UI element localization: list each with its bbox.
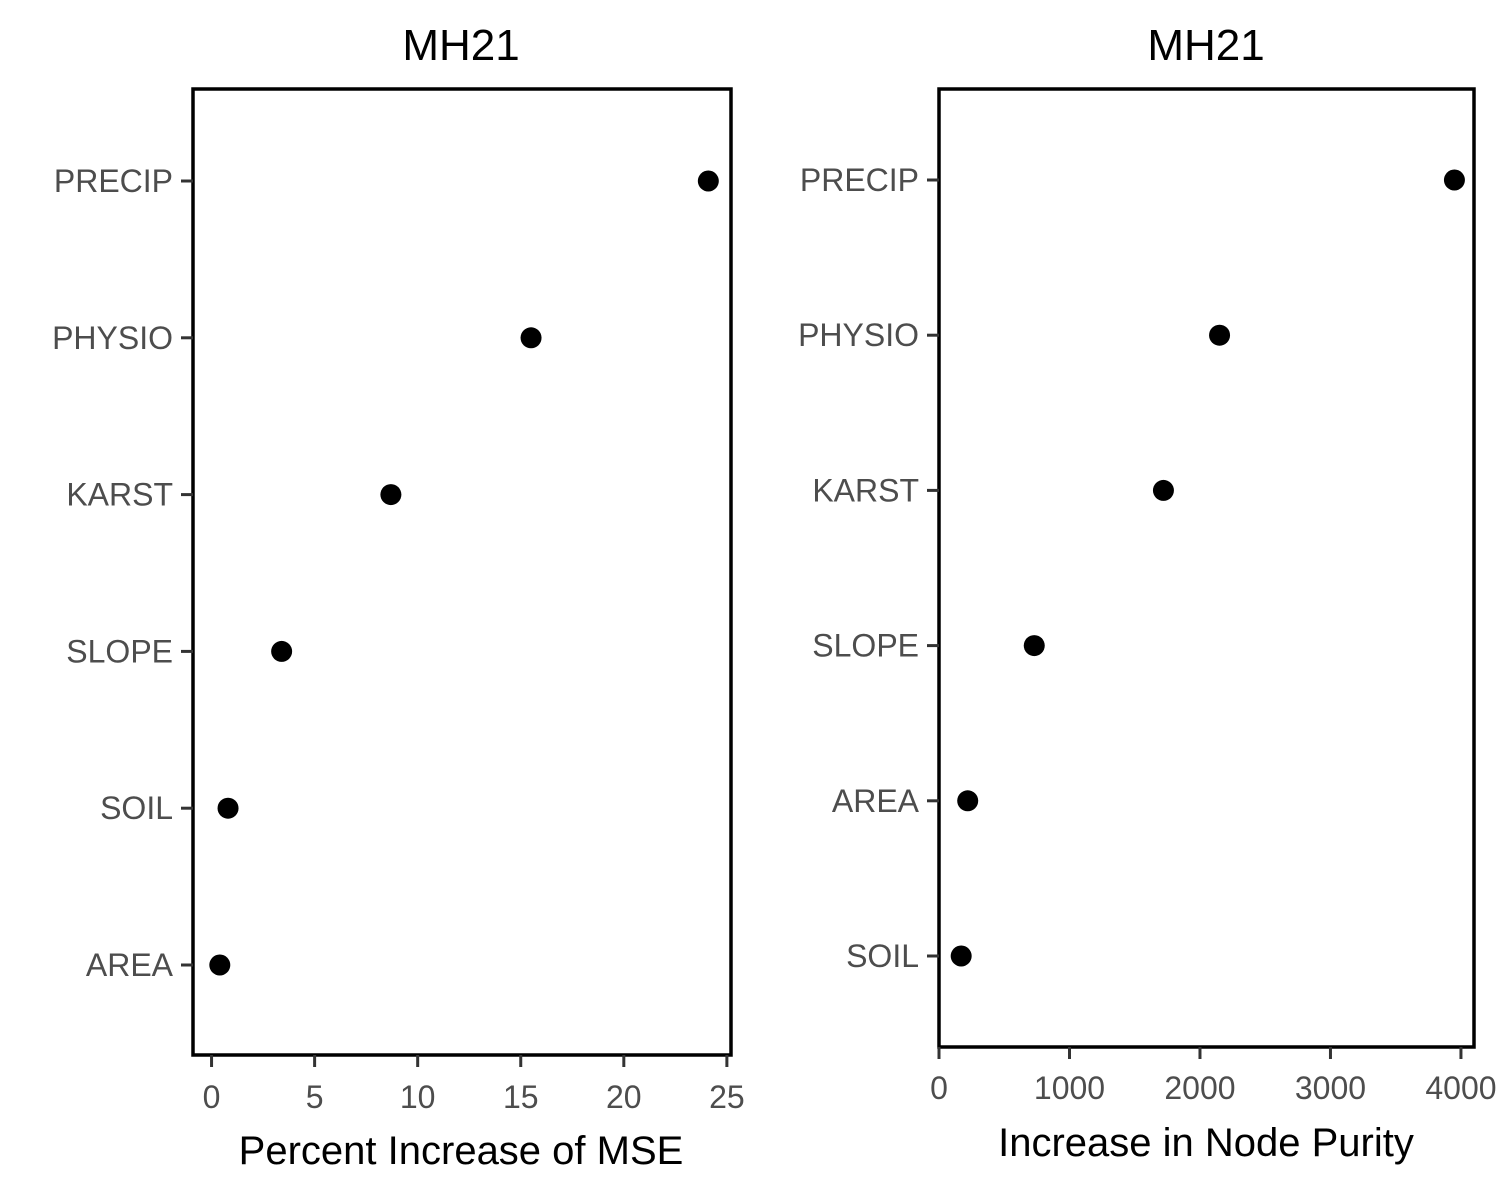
x-tick-label: 10 [400, 1079, 436, 1115]
y-tick-label: SLOPE [66, 633, 173, 669]
data-point [957, 790, 979, 812]
y-tick-label: PRECIP [54, 163, 173, 199]
x-axis: 0 1000 2000 3000 4000 [930, 1047, 1497, 1106]
data-point [1023, 635, 1045, 657]
data-point [1209, 324, 1231, 346]
points [950, 169, 1465, 967]
y-tick-label: SOIL [846, 938, 919, 974]
x-tick-label: 0 [203, 1079, 221, 1115]
panel-border [937, 87, 1476, 1049]
chart-panel-node-purity: MH21 SOIL AREA SLOPE KARST PHYSIO PRECIP 0 100… [798, 21, 1496, 1165]
data-point [209, 954, 231, 976]
panel-border [191, 87, 733, 1057]
data-point [217, 797, 239, 819]
x-tick-label: 4000 [1425, 1070, 1496, 1106]
x-tick-label: 3000 [1295, 1070, 1366, 1106]
panel-title: MH21 [402, 21, 519, 70]
y-tick-label: PRECIP [800, 162, 919, 198]
panel-title: MH21 [1147, 21, 1264, 70]
y-axis: SOIL AREA SLOPE KARST PHYSIO PRECIP [798, 162, 939, 974]
y-tick-label: SOIL [100, 790, 173, 826]
x-tick-label: 25 [709, 1079, 745, 1115]
chart-panel-mse: MH21 AREA SOIL SLOPE KARST PHYSIO PRECIP 0 5 10… [52, 21, 745, 1173]
data-point [520, 327, 542, 349]
y-tick-label: PHYSIO [798, 317, 919, 353]
x-tick-label: 5 [306, 1079, 324, 1115]
x-axis: 0 5 10 15 20 25 [203, 1055, 745, 1115]
x-tick-label: 2000 [1164, 1070, 1235, 1106]
y-tick-label: AREA [86, 947, 174, 983]
x-tick-label: 15 [503, 1079, 539, 1115]
y-axis: AREA SOIL SLOPE KARST PHYSIO PRECIP [52, 163, 193, 983]
data-point [1443, 169, 1465, 191]
y-tick-label: KARST [66, 477, 173, 513]
x-axis-title: Percent Increase of MSE [239, 1129, 684, 1173]
data-point [1152, 479, 1174, 501]
data-point [950, 945, 972, 967]
y-tick-label: SLOPE [812, 628, 919, 664]
y-tick-label: PHYSIO [52, 320, 173, 356]
points [209, 170, 719, 976]
y-tick-label: AREA [832, 783, 920, 819]
data-point [697, 170, 719, 192]
data-point [380, 484, 402, 506]
x-tick-label: 20 [606, 1079, 642, 1115]
x-tick-label: 0 [930, 1070, 948, 1106]
x-tick-label: 1000 [1034, 1070, 1105, 1106]
y-tick-label: KARST [812, 472, 919, 508]
data-point [271, 640, 293, 662]
x-axis-title: Increase in Node Purity [998, 1121, 1414, 1165]
